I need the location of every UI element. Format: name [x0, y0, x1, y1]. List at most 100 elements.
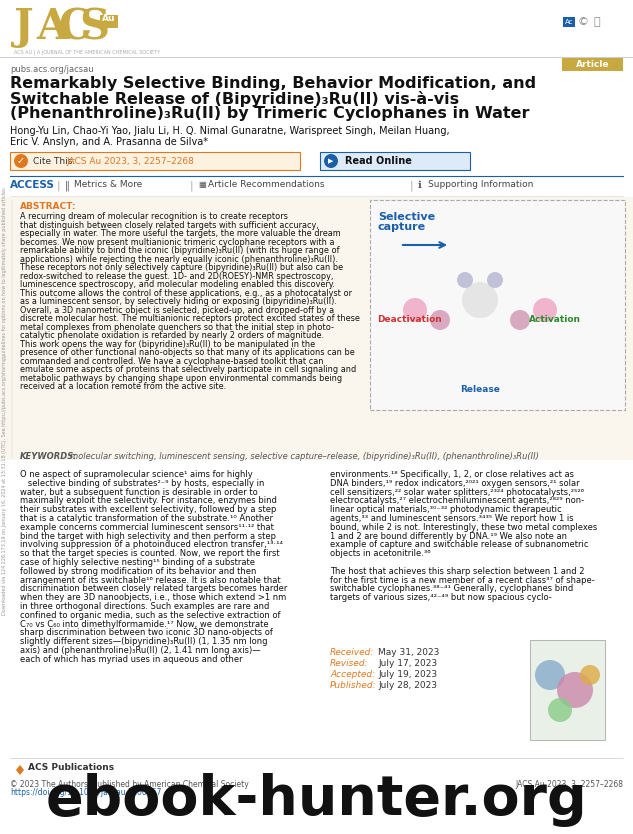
Text: emulate some aspects of proteins that selectively participate in cell signaling : emulate some aspects of proteins that se… [20, 365, 356, 374]
Text: each of which has myriad uses in aqueous and other: each of which has myriad uses in aqueous… [20, 655, 242, 664]
Text: in three orthogonal directions. Such examples are rare and: in three orthogonal directions. Such exa… [20, 602, 270, 611]
Polygon shape [16, 765, 24, 775]
Text: case of highly selective nesting¹⁵ binding of a substrate: case of highly selective nesting¹⁵ bindi… [20, 558, 255, 567]
Text: Hong-Yu Lin, Chao-Yi Yao, Jialu Li, H. Q. Nimal Gunaratne, Warispreet Singh, Mei: Hong-Yu Lin, Chao-Yi Yao, Jialu Li, H. Q… [10, 126, 449, 136]
Text: S: S [79, 6, 109, 48]
Text: July 19, 2023: July 19, 2023 [378, 670, 437, 679]
Text: |: | [410, 180, 413, 190]
Text: Published:: Published: [330, 681, 377, 690]
Text: C₇₀ vs C₆₀ into dimethylformamide.¹⁷ Now, we demonstrate: C₇₀ vs C₆₀ into dimethylformamide.¹⁷ Now… [20, 620, 268, 629]
Circle shape [548, 698, 572, 722]
Text: objects in acetonitrile.³⁶: objects in acetonitrile.³⁶ [330, 550, 430, 558]
Text: ✓: ✓ [17, 156, 25, 166]
Text: linear optical materials,³⁰⁻³² photodynamic therapeutic: linear optical materials,³⁰⁻³² photodyna… [330, 505, 561, 515]
Text: as a luminescent sensor, by selectively hiding or exposing (bipyridine)₃Ru(II).: as a luminescent sensor, by selectively … [20, 297, 337, 306]
Text: July 17, 2023: July 17, 2023 [378, 659, 437, 668]
Text: ▶: ▶ [329, 158, 334, 164]
FancyBboxPatch shape [370, 200, 625, 410]
Text: switchable cyclophanes.³⁸⁻⁴¹ Generally, cyclophanes bind: switchable cyclophanes.³⁸⁻⁴¹ Generally, … [330, 585, 573, 594]
Text: discrimination between closely related targets becomes harder: discrimination between closely related t… [20, 585, 287, 594]
Circle shape [557, 672, 593, 708]
Text: ©: © [577, 17, 589, 27]
Text: Selective: Selective [378, 212, 435, 222]
Text: Ac: Ac [565, 19, 573, 25]
Text: This outcome allows the control of these applications, e.g., as a photocatalyst : This outcome allows the control of these… [20, 289, 352, 298]
Text: (Phenanthroline)₃Ru(II) by Trimeric Cyclophanes in Water: (Phenanthroline)₃Ru(II) by Trimeric Cycl… [10, 106, 529, 121]
Text: Received:: Received: [330, 648, 374, 657]
Text: ℹ: ℹ [418, 180, 422, 190]
Text: JACS Au 2023, 3, 2257–2268: JACS Au 2023, 3, 2257–2268 [515, 780, 623, 789]
Circle shape [324, 154, 338, 168]
Text: when they are 3D nanoobjects, i.e., those which extend >1 nm: when they are 3D nanoobjects, i.e., thos… [20, 593, 286, 602]
Text: example concerns commercial luminescent sensors¹¹·¹² that: example concerns commercial luminescent … [20, 523, 274, 532]
Text: Accepted:: Accepted: [330, 670, 375, 679]
Text: involving suppression of a photoinduced electron transfer,¹³·¹⁴: involving suppression of a photoinduced … [20, 540, 283, 550]
Text: A recurring dream of molecular recognition is to create receptors: A recurring dream of molecular recogniti… [20, 212, 288, 221]
Text: axis) and (phenanthroline)₃Ru(II) (2, 1.41 nm long axis)—: axis) and (phenanthroline)₃Ru(II) (2, 1.… [20, 646, 261, 655]
Text: commanded and controlled. We have a cyclophane-based toolkit that can: commanded and controlled. We have a cycl… [20, 356, 323, 365]
Text: environments.¹⁸ Specifically, 1, 2, or close relatives act as: environments.¹⁸ Specifically, 1, 2, or c… [330, 470, 574, 479]
Text: Metrics & More: Metrics & More [74, 180, 142, 189]
Circle shape [457, 272, 473, 288]
Text: becomes. We now present multianionic trimeric cyclophane receptors with a: becomes. We now present multianionic tri… [20, 238, 334, 247]
Text: that distinguish between closely related targets with sufficient accuracy,: that distinguish between closely related… [20, 220, 319, 229]
Text: Release: Release [460, 385, 500, 394]
Text: © 2023 The Authors. Published by American Chemical Society: © 2023 The Authors. Published by America… [10, 780, 249, 789]
Text: confined to organic media, such as the selective extraction of: confined to organic media, such as the s… [20, 610, 280, 620]
Text: maximally exploit the selectivity. For instance, enzymes bind: maximally exploit the selectivity. For i… [20, 496, 277, 505]
Circle shape [510, 310, 530, 330]
Text: slightly different sizes—(bipyridine)₃Ru(II) (1, 1.35 nm long: slightly different sizes—(bipyridine)₃Ru… [20, 637, 268, 646]
Text: metabolic pathways by changing shape upon environmental commands being: metabolic pathways by changing shape upo… [20, 374, 342, 383]
Text: Overall, a 3D nanometric object is selected, picked-up, and dropped-off by a: Overall, a 3D nanometric object is selec… [20, 305, 334, 314]
Text: cell sensitizers,²² solar water splitters,²³²⁴ photocatalysts,²⁵²⁶: cell sensitizers,²² solar water splitter… [330, 488, 584, 496]
Text: agents,³³ and luminescent sensors.³⁴³⁵ We report how 1 is: agents,³³ and luminescent sensors.³⁴³⁵ W… [330, 514, 573, 523]
Text: July 28, 2023: July 28, 2023 [378, 681, 437, 690]
Text: Supporting Information: Supporting Information [428, 180, 534, 189]
Text: especially in water. The more useful the targets, the more valuable the dream: especially in water. The more useful the… [20, 229, 341, 238]
Text: ACS Publications: ACS Publications [28, 762, 114, 771]
Text: These receptors not only selectively capture (bipyridine)₃Ru(II) but also can be: These receptors not only selectively cap… [20, 263, 343, 272]
Circle shape [462, 282, 498, 318]
Text: The host that achieves this sharp selection between 1 and 2: The host that achieves this sharp select… [330, 567, 584, 575]
Circle shape [580, 665, 600, 685]
FancyBboxPatch shape [562, 58, 623, 71]
Text: ACS AU | A JOURNAL OF THE AMERICAN CHEMICAL SOCIETY: ACS AU | A JOURNAL OF THE AMERICAN CHEMI… [14, 49, 160, 55]
Text: electrocatalysts,²⁷ electrochemiluminescent agents,²⁸²⁹ non-: electrocatalysts,²⁷ electrochemiluminesc… [330, 496, 584, 505]
Text: presence of other functional nano-objects so that many of its applications can b: presence of other functional nano-object… [20, 348, 354, 357]
Text: water, but a subsequent function is desirable in order to: water, but a subsequent function is desi… [20, 488, 258, 496]
Text: Au: Au [103, 14, 116, 23]
Text: https://doi.org/10.1021/jacsau.3c00357: https://doi.org/10.1021/jacsau.3c00357 [10, 788, 161, 797]
Circle shape [403, 298, 427, 322]
Text: O ne aspect of supramolecular science¹ aims for highly: O ne aspect of supramolecular science¹ a… [20, 470, 253, 479]
Text: ▦: ▦ [198, 180, 206, 189]
Text: Deactivation: Deactivation [378, 315, 442, 324]
Text: ⓘ: ⓘ [594, 17, 600, 27]
Text: Switchable Release of (Bipyridine)₃Ru(II) vis-à-vis: Switchable Release of (Bipyridine)₃Ru(II… [10, 91, 459, 107]
Text: capture: capture [378, 222, 426, 232]
Text: Read Online: Read Online [345, 156, 412, 166]
Text: redox-switched to release the guest. 1D- and 2D(ROESY)-NMR spectroscopy,: redox-switched to release the guest. 1D-… [20, 272, 334, 280]
Text: applications) while rejecting the nearly equally iconic (phenanthroline)₃Ru(II).: applications) while rejecting the nearly… [20, 254, 338, 264]
Text: catalytic phenolate oxidation is retarded by nearly 2 orders of magnitude.: catalytic phenolate oxidation is retarde… [20, 331, 324, 340]
Text: C: C [58, 6, 91, 48]
Text: bind the target with high selectivity and then perform a step: bind the target with high selectivity an… [20, 531, 276, 540]
Text: Article Recommendations: Article Recommendations [208, 180, 325, 189]
Text: selective binding of substrates²⁻⁹ by hosts, especially in: selective binding of substrates²⁻⁹ by ho… [20, 479, 265, 488]
Text: Activation: Activation [529, 315, 581, 324]
Text: J: J [14, 6, 34, 48]
Text: ACCESS: ACCESS [10, 180, 55, 190]
Text: 1 and 2 are bound differently by DNA.¹⁹ We also note an: 1 and 2 are bound differently by DNA.¹⁹ … [330, 531, 567, 540]
Text: that is a catalytic transformation of the substrate.¹⁰ Another: that is a catalytic transformation of th… [20, 514, 273, 523]
FancyBboxPatch shape [100, 15, 118, 28]
Circle shape [533, 298, 557, 322]
FancyBboxPatch shape [0, 197, 633, 460]
Text: JACS Au 2023, 3, 2257–2268: JACS Au 2023, 3, 2257–2268 [66, 157, 194, 165]
Text: A: A [36, 6, 68, 48]
Text: so that the target species is counted. Now, we report the first: so that the target species is counted. N… [20, 550, 280, 558]
Text: May 31, 2023: May 31, 2023 [378, 648, 439, 657]
Text: their substrates with excellent selectivity, followed by a step: their substrates with excellent selectiv… [20, 505, 277, 515]
Circle shape [430, 310, 450, 330]
Text: Eric V. Anslyn, and A. Prasanna de Silva*: Eric V. Anslyn, and A. Prasanna de Silva… [10, 137, 208, 147]
Text: Remarkably Selective Binding, Behavior Modification, and: Remarkably Selective Binding, Behavior M… [10, 76, 536, 91]
Text: This work opens the way for (bipyridine)₃Ru(II) to be manipulated in the: This work opens the way for (bipyridine)… [20, 339, 315, 349]
